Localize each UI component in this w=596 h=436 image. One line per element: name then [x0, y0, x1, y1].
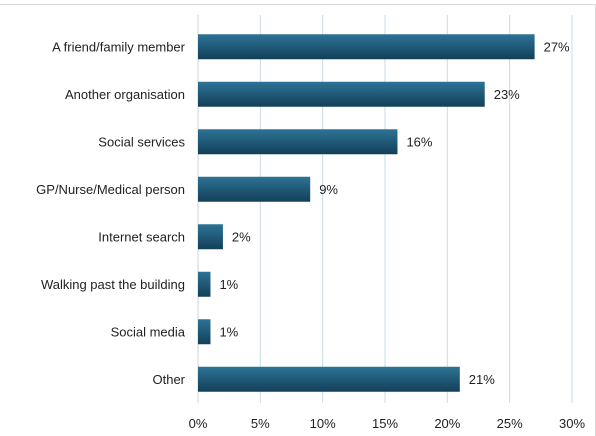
x-tick-label: 5% — [251, 416, 270, 431]
bar — [198, 224, 223, 250]
category-label: Social services — [98, 134, 185, 149]
x-tick-label: 15% — [372, 416, 398, 431]
x-tick-label: 0% — [189, 416, 208, 431]
category-label: Walking past the building — [41, 277, 185, 292]
x-tick-label: 20% — [434, 416, 460, 431]
category-label: GP/Nurse/Medical person — [36, 182, 185, 197]
bar — [198, 366, 460, 392]
category-label: A friend/family member — [52, 39, 186, 54]
gridlines — [197, 15, 573, 403]
bars — [198, 34, 535, 392]
bar — [198, 271, 211, 297]
data-label: 27% — [544, 39, 570, 54]
bar — [198, 81, 485, 107]
data-label: 16% — [406, 134, 432, 149]
bar — [198, 129, 398, 155]
bar — [198, 176, 311, 202]
data-label: 23% — [494, 87, 520, 102]
x-axis-ticks: 0% 5% 10% 15% 20% 25% 30% — [189, 416, 586, 431]
data-label: 9% — [319, 182, 338, 197]
category-label: Social media — [111, 324, 186, 339]
data-label: 21% — [469, 372, 495, 387]
bar — [198, 34, 535, 60]
bar — [198, 319, 211, 345]
x-tick-label: 30% — [559, 416, 585, 431]
category-label: Other — [152, 372, 185, 387]
x-tick-label: 10% — [310, 416, 336, 431]
category-label: Another organisation — [65, 87, 185, 102]
data-label: 2% — [232, 229, 251, 244]
data-label: 1% — [219, 324, 238, 339]
x-tick-label: 25% — [497, 416, 523, 431]
data-label: 1% — [219, 277, 238, 292]
category-label: Internet search — [98, 229, 185, 244]
category-labels: A friend/family member Another organisati… — [36, 39, 186, 387]
value-labels: 27% 23% 16% 9% 2% 1% 1% 21% — [219, 39, 570, 387]
